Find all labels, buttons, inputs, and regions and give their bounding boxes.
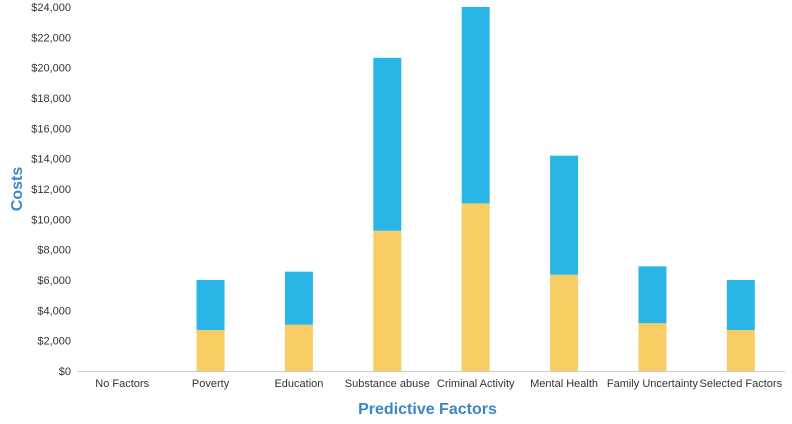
x-axis-title: Predictive Factors: [358, 401, 497, 418]
x-tick-label: Education: [274, 378, 323, 390]
bar-segment-2[interactable]: [638, 266, 667, 324]
bar-segment-1[interactable]: [196, 330, 225, 371]
x-tick-label: Poverty: [192, 378, 230, 390]
bar-segment-1[interactable]: [284, 324, 313, 371]
bar-segment-2[interactable]: [373, 57, 402, 231]
x-axis-ticks: No Factors Poverty Education Substance abus…: [95, 378, 782, 390]
x-tick-label: Mental Health: [530, 378, 598, 390]
bar-segment-1[interactable]: [461, 203, 490, 371]
bar-segment-2[interactable]: [284, 271, 313, 325]
bar-segment-2[interactable]: [196, 280, 225, 331]
y-tick-label: $12,000: [31, 184, 71, 196]
x-tick-label: Substance abuse: [345, 378, 430, 390]
y-axis-title: Costs: [9, 167, 26, 212]
y-tick-label: $10,000: [31, 214, 71, 226]
y-tick-label: $24,000: [31, 2, 71, 14]
x-tick-label: Family Uncertainty: [607, 378, 699, 390]
x-tick-label: Selected Factors: [700, 378, 783, 390]
y-tick-label: $18,000: [31, 93, 71, 105]
y-tick-label: $22,000: [31, 32, 71, 44]
bar-segment-1[interactable]: [638, 323, 667, 371]
bar-segment-1[interactable]: [373, 230, 402, 371]
y-tick-label: $4,000: [37, 305, 71, 317]
y-tick-label: $2,000: [37, 336, 71, 348]
bar-segment-2[interactable]: [461, 7, 490, 204]
y-tick-label: $20,000: [31, 63, 71, 75]
y-tick-label: $8,000: [37, 245, 71, 257]
bar-segment-2[interactable]: [550, 155, 579, 275]
bars: [196, 7, 755, 371]
y-axis-ticks: $0 $2,000 $4,000 $6,000 $8,000 $10,000 $12,000…: [31, 2, 71, 378]
y-tick-label: $16,000: [31, 123, 71, 135]
bar-segment-2[interactable]: [726, 280, 755, 331]
bar-segment-1[interactable]: [726, 330, 755, 371]
x-tick-label: Criminal Activity: [437, 378, 515, 390]
bar-segment-1[interactable]: [550, 274, 579, 371]
y-tick-label: $14,000: [31, 154, 71, 166]
y-tick-label: $6,000: [37, 275, 71, 287]
x-tick-label: No Factors: [95, 378, 149, 390]
y-tick-label: $0: [59, 366, 71, 378]
